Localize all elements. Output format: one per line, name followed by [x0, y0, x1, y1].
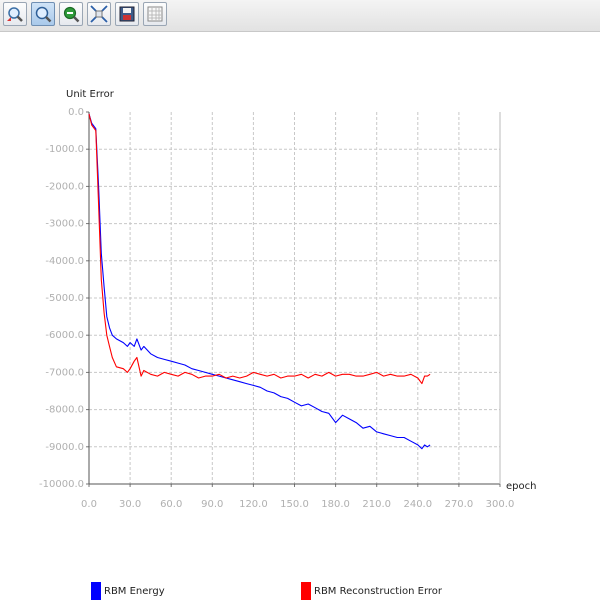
series-line-rbm-energy	[88, 113, 431, 450]
save-button[interactable]	[115, 2, 139, 26]
x-tick-label: 240.0	[403, 499, 432, 510]
grid-button[interactable]	[143, 2, 167, 26]
x-tick-label: 90.0	[201, 499, 223, 510]
y-tick-label: -5000.0	[45, 293, 84, 304]
x-tick-label: 0.0	[81, 499, 97, 510]
save-icon	[119, 6, 135, 22]
x-tick-label: 120.0	[239, 499, 268, 510]
grid-icon	[147, 6, 163, 22]
toolbar	[0, 0, 600, 32]
y-tick-label: -2000.0	[45, 181, 84, 192]
x-tick-label: 180.0	[321, 499, 350, 510]
series-line-rbm-reconstruction-error	[88, 113, 431, 385]
x-tick-label: 60.0	[160, 499, 182, 510]
y-tick-label: -4000.0	[45, 256, 84, 267]
y-tick-labels: 0.0 -1000.0 -2000.0 -3000.0 -4000.0 -5000.0 -6…	[39, 107, 84, 490]
chart-series	[88, 113, 431, 450]
zoom-in-select-icon	[7, 7, 23, 22]
chart: 0.0 -1000.0 -2000.0 -3000.0 -4000.0 -5000.0 -6…	[39, 89, 536, 510]
zoom-icon	[35, 6, 52, 23]
x-tick-labels: 0.0 30.0 60.0 90.0 120.0 150.0 180.0 210.0 240.0…	[81, 499, 514, 510]
legend-label: RBM Energy	[104, 586, 165, 597]
y-tick-label: -8000.0	[45, 405, 84, 416]
zoom-out-icon	[63, 6, 80, 23]
y-tick-label: -6000.0	[45, 330, 84, 341]
x-tick-label: 210.0	[362, 499, 391, 510]
x-tick-label: 270.0	[445, 499, 474, 510]
fit-view-icon	[90, 5, 108, 23]
x-tick-label: 150.0	[280, 499, 309, 510]
zoom-out-button[interactable]	[59, 2, 83, 26]
y-tick-label: -9000.0	[45, 442, 84, 453]
y-tick-label: 0.0	[68, 107, 84, 118]
y-axis-label: Unit Error	[66, 89, 115, 100]
zoom-button[interactable]	[31, 2, 55, 26]
x-tick-label: 30.0	[119, 499, 141, 510]
chart-grid	[86, 111, 501, 487]
legend-label: RBM Reconstruction Error	[314, 586, 443, 597]
zoom-in-select-button[interactable]	[3, 2, 27, 26]
y-tick-label: -3000.0	[45, 219, 84, 230]
chart-axes	[88, 112, 501, 485]
legend-swatch	[301, 582, 311, 600]
y-tick-label: -1000.0	[45, 144, 84, 155]
y-tick-label: -7000.0	[45, 367, 84, 378]
x-tick-label: 300.0	[486, 499, 515, 510]
x-axis-label: epoch	[506, 481, 536, 492]
legend-swatch	[91, 582, 101, 600]
y-tick-label: -10000.0	[39, 479, 84, 490]
fit-view-button[interactable]	[87, 2, 111, 26]
